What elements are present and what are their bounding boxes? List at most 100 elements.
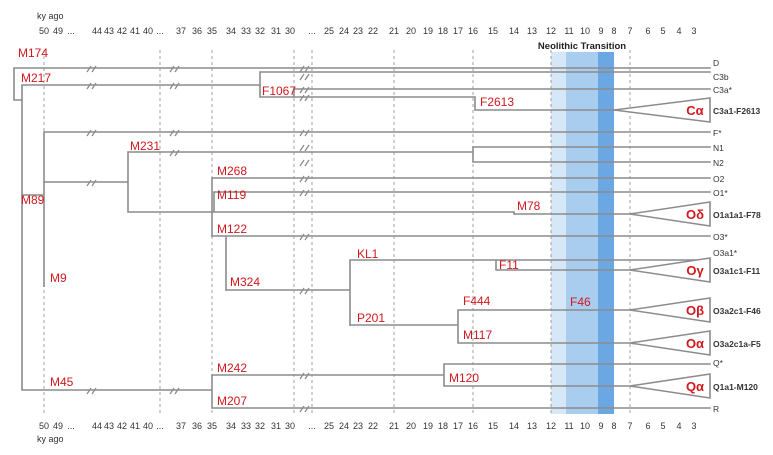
tick-label: 50 [39,421,49,431]
tick-label: ... [67,421,75,431]
axis-unit-bottom: ky ago [37,434,64,444]
tick-label: 10 [580,421,590,431]
tick-label: 35 [207,421,217,431]
tick-label: 6 [645,421,650,431]
node-label: P201 [357,311,385,325]
tick-label: 34 [226,421,236,431]
clade-triangle-c [613,97,711,123]
tip-label: O3a2c1-F46 [713,306,761,316]
clade-labels: Cα Oδ Oγ Oβ Oα Qα [686,103,704,394]
node-label: F11 [499,258,519,272]
tick-label: 14 [509,421,519,431]
tick-label: ... [67,26,75,36]
node-label: M217 [21,71,51,85]
tick-label: 23 [353,26,363,36]
node-label: M117 [463,328,492,342]
clade-triangle-q-alpha [629,373,711,399]
tick-label: 31 [271,26,281,36]
tip-label: D [713,58,719,68]
tick-label: 3 [691,421,696,431]
tick-label: 15 [488,26,498,36]
tick-label: 49 [53,26,63,36]
tick-label: 42 [117,421,127,431]
tick-label: 6 [645,26,650,36]
tick-label: ... [308,26,316,36]
clade-label: Oβ [686,303,704,318]
node-label: F444 [463,294,491,308]
tick-label: 4 [676,26,681,36]
tick-label: 34 [226,26,236,36]
tick-label: 7 [627,26,632,36]
tick-label: 16 [468,26,478,36]
tick-label: 19 [423,26,433,36]
tick-label: 49 [53,421,63,431]
tip-label: Q1a1-M120 [713,382,758,392]
axis-unit-top: ky ago [37,11,64,21]
tick-label: 22 [368,26,378,36]
node-label: M122 [217,222,247,236]
tip-label: C3a1-F2613 [713,106,761,116]
tick-label: 4 [676,421,681,431]
tip-label: O2 [713,174,725,184]
tick-label: 8 [611,421,616,431]
node-label: M231 [130,139,160,153]
node-label: M45 [50,375,74,389]
node-label: M119 [217,188,246,202]
tick-label: 3 [691,26,696,36]
node-label: M268 [217,164,247,178]
tick-label: 24 [339,421,349,431]
tick-label: 15 [488,421,498,431]
tick-label: 17 [453,421,463,431]
tick-label: 36 [192,26,202,36]
tip-labels: D C3b C3a* C3a1-F2613 F* N1 N2 O2 O1* O1… [713,58,761,414]
tick-label: ... [156,421,164,431]
neolithic-band: Neolithic Transition [538,41,626,414]
tick-label: 20 [406,26,416,36]
node-label: M9 [50,271,67,285]
tick-label: 30 [285,421,295,431]
clade-label: Cα [686,103,703,118]
tick-label: 24 [339,26,349,36]
tick-label: 23 [353,421,363,431]
tip-label: F* [713,128,722,138]
tick-label: 14 [509,26,519,36]
tick-label: 19 [423,421,433,431]
tip-label: R [713,404,719,414]
tip-label: O3a2c1a-F5 [713,339,761,349]
tick-label: 25 [324,26,334,36]
tick-label: 32 [255,26,265,36]
tick-label: 9 [598,26,603,36]
bottom-tick-labels: 50 49... 44 43 42 41 40... 37 36 35 34 33 32 31 30... 2… [39,421,697,431]
tick-label: 11 [564,421,573,431]
tick-label: 33 [241,26,251,36]
clade-triangles [613,97,711,399]
node-label: M120 [449,371,479,385]
node-label: F2613 [480,95,514,109]
tick-label: 40 [143,26,153,36]
clade-label: Oγ [686,263,704,278]
node-label: F46 [570,295,591,309]
tip-label: C3a* [713,85,733,95]
tick-label: 22 [368,421,378,431]
node-label: M207 [217,394,247,408]
tick-label: 11 [564,26,573,36]
node-label: M89 [21,193,45,207]
axis-break-marks [86,65,310,413]
clade-label: Oα [686,336,704,351]
clade-triangle-o-beta [629,297,711,323]
gridlines [43,50,631,414]
tick-label: 41 [130,421,140,431]
tick-label: 36 [192,421,202,431]
tip-label: O3a1* [713,248,738,258]
clade-triangle-o-delta [629,201,711,227]
tick-label: 7 [627,421,632,431]
tip-label: O1* [713,188,728,198]
tick-label: 31 [271,421,281,431]
tip-label: N2 [713,158,724,168]
tick-label: 17 [453,26,463,36]
tick-label: 12 [546,26,556,36]
tick-label: 8 [611,26,616,36]
node-label: M324 [230,275,260,289]
tick-label: 37 [176,421,186,431]
